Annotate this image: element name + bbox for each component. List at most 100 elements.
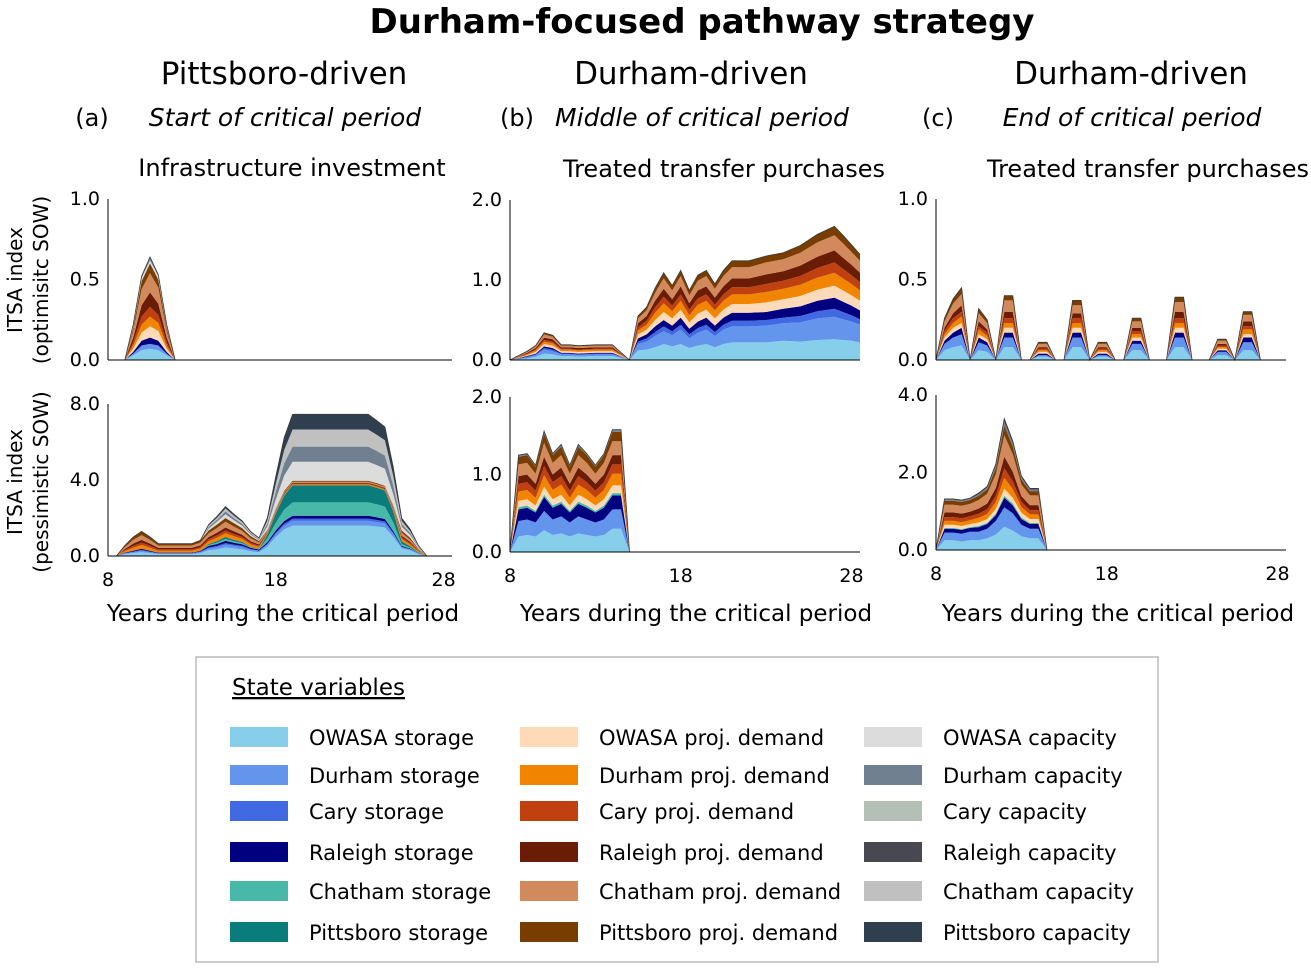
row-label-pessimistic-line1: ITSA index xyxy=(3,429,27,535)
legend-swatch-pittsboro-storage xyxy=(230,922,288,942)
x-axis-title-b: Years during the critical period xyxy=(519,601,872,627)
legend-label-owasa-capacity: OWASA capacity xyxy=(943,726,1117,750)
legend-swatch-pittsboro-capacity xyxy=(864,922,922,942)
col-a-subtitle: Start of critical period xyxy=(149,103,422,132)
area-b-pess-owasa-storage xyxy=(510,528,860,552)
x-axis-title-a: Years during the critical period xyxy=(106,601,459,627)
area-a-pess-durham-proj-demand xyxy=(108,484,452,556)
legend-label-pittsboro-storage: Pittsboro storage xyxy=(309,921,488,945)
legend-label-raleigh-capacity: Raleigh capacity xyxy=(943,841,1117,865)
y-tick-label-c-pess-1: 2.0 xyxy=(898,462,928,484)
y-tick-label-a-opt-2: 1.0 xyxy=(70,188,100,210)
area-b-opt-durham-proj-demand xyxy=(510,272,860,360)
legend-swatch-cary-capacity xyxy=(864,801,922,821)
area-b-pess-durham-proj-demand xyxy=(510,473,860,552)
area-b-pess-durham-storage xyxy=(510,509,860,552)
row-label-pessimistic-line2: (pessimistic SOW) xyxy=(29,391,53,572)
legend-swatch-raleigh-capacity xyxy=(864,842,922,862)
area-b-opt-durham-storage xyxy=(510,316,860,360)
area-b-opt-owasa-proj-demand xyxy=(510,285,860,360)
area-c-pess-owasa-storage xyxy=(936,526,1286,550)
panel-b-optimistic: 0.0 1.0 2.0 xyxy=(472,189,861,371)
y-tick-label-b-opt-0: 0.0 xyxy=(472,349,502,371)
panel-c-title: Treated transfer purchases xyxy=(986,155,1309,183)
area-c-opt-owasa-storage xyxy=(936,345,1286,360)
legend-swatch-owasa-capacity xyxy=(864,727,922,747)
y-tick-label-a-pess-0: 0.0 xyxy=(70,545,100,567)
legend-label-chatham-capacity: Chatham capacity xyxy=(943,880,1134,904)
legend-label-chatham-storage: Chatham storage xyxy=(309,880,491,904)
area-b-opt-cary-storage xyxy=(510,308,860,360)
y-tick-label-a-opt-0: 0.0 xyxy=(70,349,100,371)
legend-label-durham-storage: Durham storage xyxy=(309,764,480,788)
x-tick-label-b-pess-0: 8 xyxy=(504,565,516,587)
y-tick-label-b-pess-1: 1.0 xyxy=(472,464,502,486)
area-b-pess-pittsboro-proj-demand xyxy=(510,431,860,552)
x-tick-label-b-pess-2: 28 xyxy=(839,565,863,587)
col-c-tag: (c) xyxy=(922,104,954,132)
y-tick-label-a-pess-1: 4.0 xyxy=(70,469,100,491)
x-tick-label-a-pess-1: 18 xyxy=(264,569,288,591)
legend-swatch-durham-storage xyxy=(230,765,288,785)
area-b-opt-raleigh-storage xyxy=(510,297,860,360)
area-b-opt-owasa-storage xyxy=(510,339,860,360)
x-axis-title-c: Years during the critical period xyxy=(941,601,1294,627)
col-b-tag: (b) xyxy=(500,104,534,132)
legend-swatch-chatham-storage xyxy=(230,881,288,901)
stack-outline-a-pess xyxy=(108,413,452,557)
legend-label-pittsboro-capacity: Pittsboro capacity xyxy=(943,921,1131,945)
area-a-pess-owasa-capacity xyxy=(108,461,452,556)
y-tick-label-c-opt-1: 0.5 xyxy=(898,269,928,291)
legend-label-raleigh-proj-demand: Raleigh proj. demand xyxy=(599,841,824,865)
legend-label-owasa-proj-demand: OWASA proj. demand xyxy=(599,726,824,750)
legend-swatch-cary-storage xyxy=(230,801,288,821)
panel-a-title: Infrastructure investment xyxy=(138,154,445,182)
legend-swatch-raleigh-storage xyxy=(230,842,288,862)
legend-label-cary-proj-demand: Cary proj. demand xyxy=(599,800,794,824)
y-tick-label-a-opt-1: 0.5 xyxy=(70,269,100,291)
y-tick-label-b-opt-1: 1.0 xyxy=(472,269,502,291)
y-tick-label-b-pess-0: 0.0 xyxy=(472,541,502,563)
area-b-pess-chatham-proj-demand xyxy=(510,441,860,552)
y-tick-label-b-opt-2: 2.0 xyxy=(472,189,502,211)
x-tick-label-a-pess-0: 8 xyxy=(102,569,114,591)
legend-swatch-raleigh-proj-demand xyxy=(520,842,578,862)
legend-label-pittsboro-proj-demand: Pittsboro proj. demand xyxy=(599,921,838,945)
area-a-opt-owasa-storage xyxy=(108,348,452,360)
area-b-pess-cary-proj-demand xyxy=(510,464,860,552)
col-b-title: Durham-driven xyxy=(574,56,808,92)
legend-swatch-cary-proj-demand xyxy=(520,801,578,821)
col-a-title: Pittsboro-driven xyxy=(161,56,408,92)
legend-label-durham-capacity: Durham capacity xyxy=(943,764,1123,788)
legend-swatch-durham-proj-demand xyxy=(520,765,578,785)
stack-outline-c-opt xyxy=(935,286,1286,362)
x-tick-label-c-pess-0: 8 xyxy=(930,563,942,585)
area-b-pess-owasa-proj-demand xyxy=(510,485,860,552)
legend-items: OWASA storage Durham storage Cary storage R… xyxy=(230,726,1134,945)
x-tick-label-b-pess-1: 18 xyxy=(669,565,693,587)
legend-label-owasa-storage: OWASA storage xyxy=(309,726,474,750)
area-b-opt-raleigh-proj-demand xyxy=(510,250,860,360)
legend-swatch-chatham-capacity xyxy=(864,881,922,901)
y-tick-label-c-pess-2: 4.0 xyxy=(898,384,928,406)
legend-label-durham-proj-demand: Durham proj. demand xyxy=(599,764,830,788)
y-tick-label-a-pess-2: 8.0 xyxy=(70,393,100,415)
panel-c-optimistic: 0.0 0.5 1.0 xyxy=(898,188,1286,371)
row-label-optimistic-line2: (optimisitc SOW) xyxy=(29,196,53,364)
legend-title: State variables xyxy=(232,675,405,701)
row-label-pessimistic: ITSA index (pessimistic SOW) xyxy=(3,391,53,572)
legend-label-cary-storage: Cary storage xyxy=(309,800,444,824)
x-tick-label-c-pess-1: 18 xyxy=(1095,563,1119,585)
x-tick-label-a-pess-2: 28 xyxy=(432,569,456,591)
panel-c-pessimistic: 0.0 2.0 4.0 8 18 28 xyxy=(898,384,1290,585)
area-b-opt-cary-proj-demand xyxy=(510,262,860,360)
row-label-optimistic-line1: ITSA index xyxy=(3,227,27,333)
figure-title: Durham-focused pathway strategy xyxy=(370,2,1035,42)
y-tick-label-c-opt-2: 1.0 xyxy=(898,188,928,210)
area-b-opt-pittsboro-proj-demand xyxy=(510,226,860,360)
row-label-optimistic: ITSA index (optimisitc SOW) xyxy=(3,196,53,364)
legend-frame xyxy=(195,656,1159,963)
y-tick-label-c-opt-0: 0.0 xyxy=(898,349,928,371)
legend-swatch-pittsboro-proj-demand xyxy=(520,922,578,942)
